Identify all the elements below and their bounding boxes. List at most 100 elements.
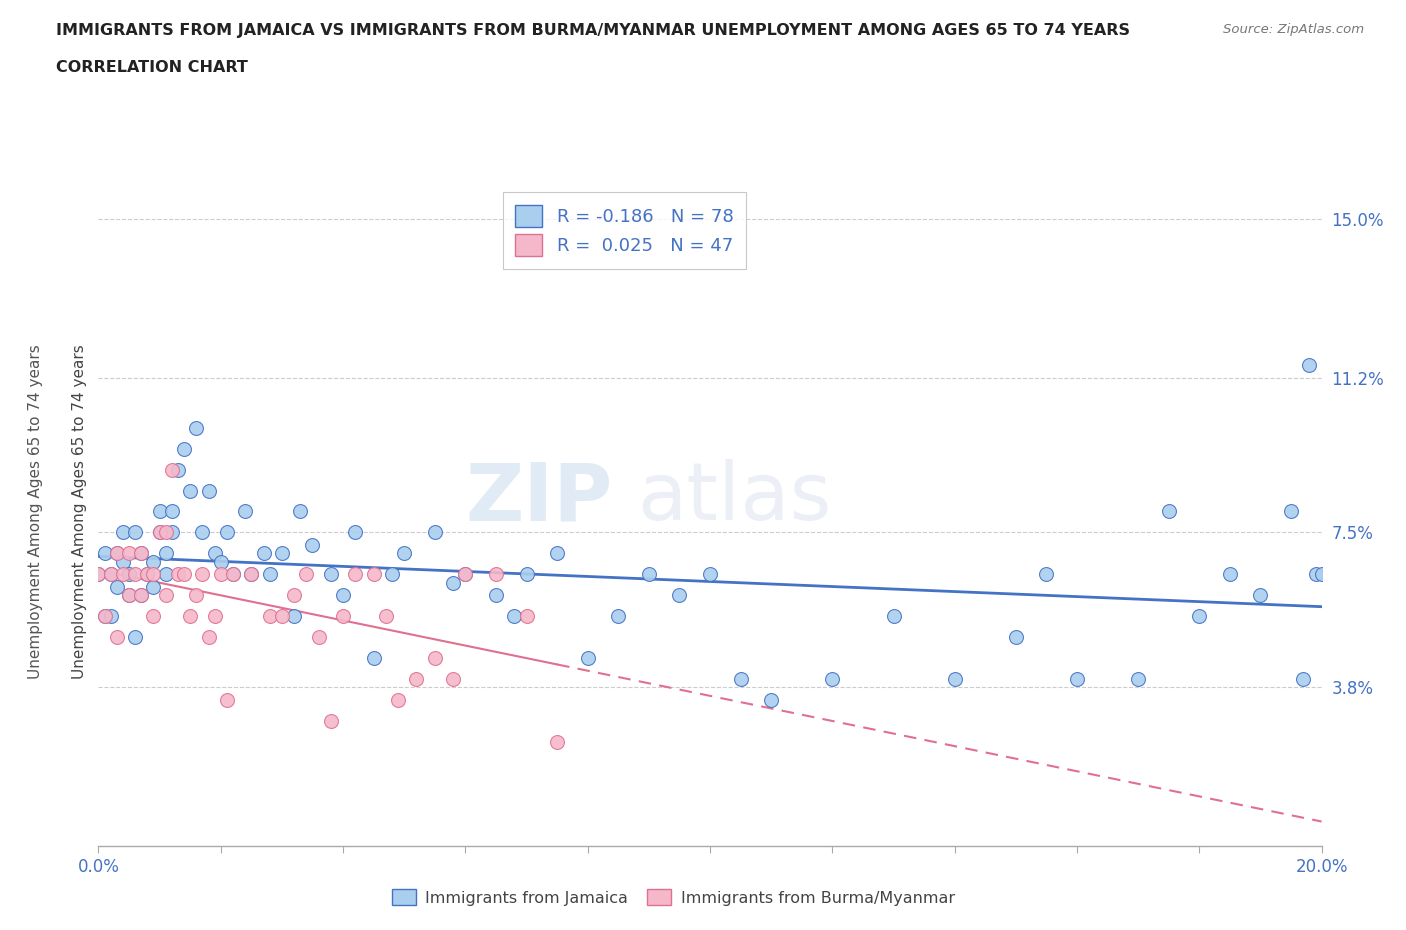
Point (730, 671, 752, 686)
Point (259, 567, 281, 582)
Point (1066, 671, 1088, 686)
Point (344, 525, 367, 540)
Point (270, 609, 292, 624)
Point (124, 630, 146, 644)
Point (308, 630, 330, 644)
Point (179, 484, 201, 498)
Point (441, 671, 464, 686)
Point (485, 567, 508, 582)
Text: CORRELATION CHART: CORRELATION CHART (56, 60, 247, 75)
Point (142, 579, 165, 594)
Y-axis label: Unemployment Among Ages 65 to 74 years: Unemployment Among Ages 65 to 74 years (72, 344, 87, 679)
Point (405, 671, 427, 686)
Text: Source: ZipAtlas.com: Source: ZipAtlas.com (1223, 23, 1364, 36)
Point (142, 567, 165, 582)
Point (160, 462, 183, 477)
Point (179, 609, 201, 624)
Point (173, 567, 195, 582)
Point (576, 651, 599, 666)
Point (363, 651, 385, 666)
Point (301, 538, 323, 552)
Point (100, 567, 122, 582)
Point (105, 579, 128, 594)
Point (516, 567, 538, 582)
Point (332, 609, 354, 624)
Point (943, 671, 966, 686)
Point (136, 567, 159, 582)
Point (155, 588, 177, 603)
Point (129, 588, 152, 603)
Point (387, 692, 409, 708)
Point (503, 609, 526, 624)
Point (167, 567, 190, 582)
Point (118, 588, 141, 603)
Legend: Immigrants from Jamaica, Immigrants from Burma/Myanmar: Immigrants from Jamaica, Immigrants from… (385, 883, 962, 912)
Point (100, 609, 122, 624)
Point (149, 525, 172, 540)
Point (1279, 504, 1302, 519)
Point (204, 609, 226, 624)
Point (423, 651, 446, 666)
Point (363, 567, 385, 582)
Point (283, 609, 305, 624)
Point (441, 575, 464, 591)
Point (124, 525, 146, 540)
Point (485, 588, 508, 603)
Point (111, 554, 134, 569)
Point (215, 525, 238, 540)
Point (191, 525, 214, 540)
Text: Unemployment Among Ages 65 to 74 years: Unemployment Among Ages 65 to 74 years (28, 344, 42, 679)
Point (129, 546, 152, 561)
Point (197, 630, 219, 644)
Text: IMMIGRANTS FROM JAMAICA VS IMMIGRANTS FROM BURMA/MYANMAR UNEMPLOYMENT AMONG AGES: IMMIGRANTS FROM JAMAICA VS IMMIGRANTS FR… (56, 23, 1130, 38)
Point (1188, 609, 1211, 624)
Point (344, 567, 367, 582)
Point (1310, 567, 1333, 582)
Point (124, 567, 146, 582)
Point (233, 504, 256, 519)
Point (454, 567, 477, 582)
Point (240, 567, 263, 582)
Point (222, 567, 245, 582)
Point (118, 588, 141, 603)
Point (374, 609, 396, 624)
Point (142, 554, 165, 569)
Point (668, 588, 690, 603)
Point (759, 692, 782, 708)
Point (204, 546, 226, 561)
Point (118, 546, 141, 561)
Point (186, 588, 208, 603)
Point (1004, 630, 1026, 644)
Point (240, 567, 263, 582)
Point (1157, 504, 1180, 519)
Point (105, 630, 128, 644)
Point (111, 567, 134, 582)
Point (546, 735, 568, 750)
Point (215, 692, 238, 708)
Point (295, 567, 318, 582)
Point (319, 713, 342, 728)
Point (209, 567, 232, 582)
Point (270, 546, 292, 561)
Point (191, 567, 214, 582)
Point (283, 588, 305, 603)
Text: ZIP: ZIP (465, 459, 612, 538)
Point (111, 525, 134, 540)
Point (155, 546, 177, 561)
Point (136, 567, 159, 582)
Point (100, 567, 122, 582)
Point (821, 671, 844, 686)
Point (392, 546, 416, 561)
Point (1298, 358, 1320, 373)
Point (105, 546, 128, 561)
Point (1219, 567, 1241, 582)
Point (1305, 567, 1327, 582)
Text: atlas: atlas (637, 459, 831, 538)
Point (160, 525, 183, 540)
Point (129, 588, 152, 603)
Point (637, 567, 661, 582)
Point (186, 420, 208, 435)
Point (160, 504, 183, 519)
Point (454, 567, 477, 582)
Point (319, 567, 342, 582)
